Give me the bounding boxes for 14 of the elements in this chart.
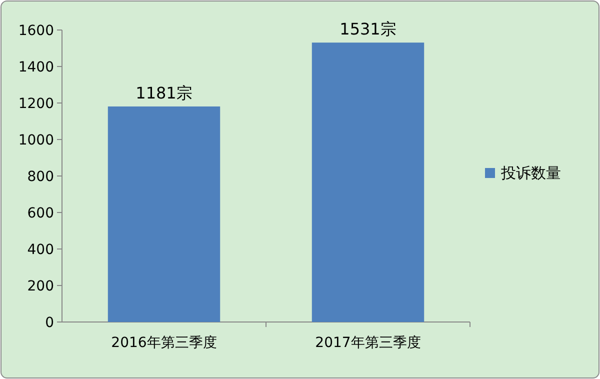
y-tick-label: 200: [27, 278, 54, 294]
legend-label: 投诉数量: [500, 164, 561, 182]
y-tick-label: 800: [27, 169, 54, 185]
data-label: 1531宗: [340, 20, 396, 39]
y-tick-label: 1200: [18, 96, 54, 112]
y-tick-label: 1600: [18, 23, 54, 39]
y-tick-label: 1400: [18, 60, 54, 76]
x-tick-label: 2016年第三季度: [111, 335, 217, 351]
y-tick-label: 0: [45, 315, 54, 331]
y-tick-label: 400: [27, 242, 54, 258]
y-tick-label: 1000: [18, 132, 54, 148]
data-label: 1181宗: [136, 83, 192, 102]
x-tick-label: 2017年第三季度: [315, 335, 421, 351]
y-tick-label: 600: [27, 206, 54, 222]
